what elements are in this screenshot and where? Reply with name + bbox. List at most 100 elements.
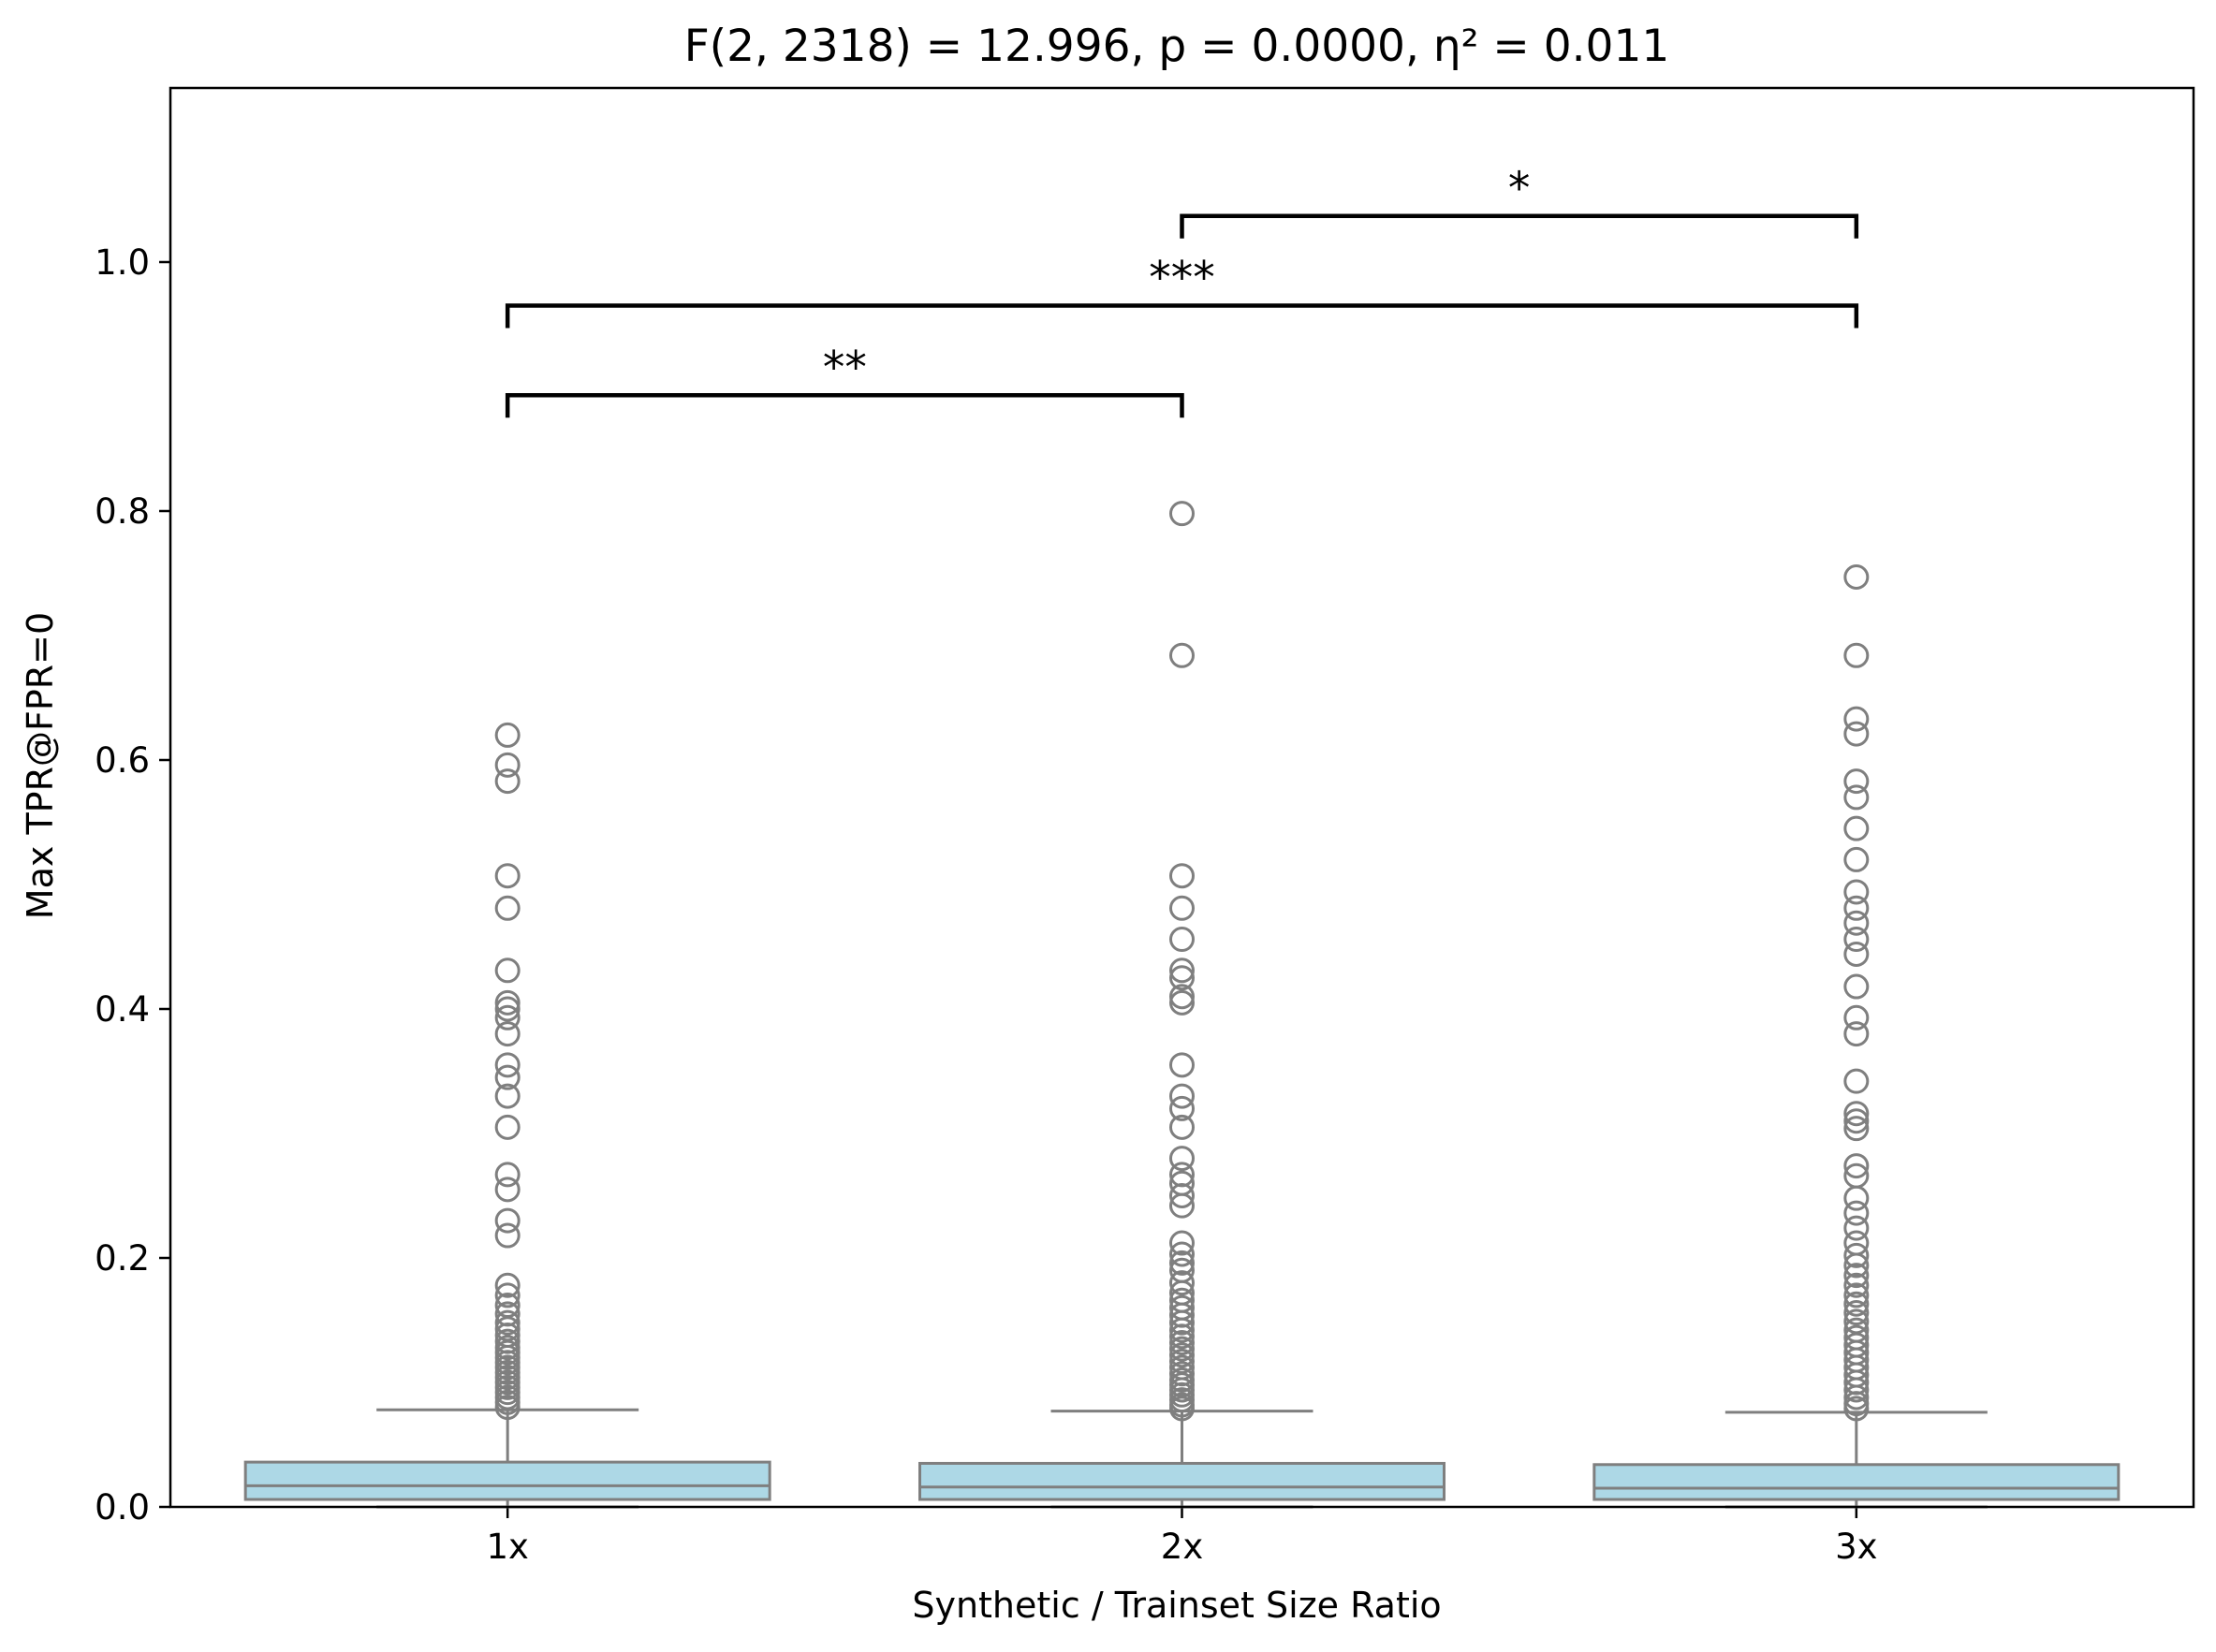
outlier-point	[1843, 815, 1870, 841]
outlier-point	[494, 1064, 521, 1090]
outlier-point	[1169, 501, 1195, 527]
outlier-point	[1169, 1114, 1195, 1140]
outlier-point	[494, 989, 521, 1016]
outlier-point	[1843, 1282, 1870, 1308]
outlier-point	[1169, 1250, 1195, 1276]
box-iqr	[243, 1460, 771, 1501]
outlier-point	[1843, 1384, 1870, 1411]
outlier-point	[1169, 1329, 1195, 1355]
y-axis-label: Max TPR@FPR=0	[20, 612, 61, 919]
outlier-point	[1843, 879, 1870, 905]
plot-area: 0.00.20.40.60.81.01x 2x 3x******	[95, 163, 2121, 1567]
outlier-point	[494, 1083, 521, 1109]
outlier-point	[1169, 1095, 1195, 1121]
y-tick-label: 1.0	[95, 242, 150, 283]
outlier-point	[494, 768, 521, 795]
outlier-point	[494, 1395, 521, 1421]
outlier-point	[1169, 927, 1195, 953]
x-axis-label: Synthetic / Trainset Size Ratio	[912, 1585, 1441, 1626]
x-tick-label: 3x	[1835, 1527, 1877, 1567]
box-iqr	[918, 1461, 1446, 1501]
outlier-point	[1169, 1342, 1195, 1368]
box-iqr	[1592, 1463, 2121, 1501]
outlier-point	[1843, 846, 1870, 872]
outlier-point	[1169, 1317, 1195, 1343]
outlier-point	[1843, 1215, 1870, 1241]
outlier-point	[1843, 1021, 1870, 1047]
y-tick-label: 0.0	[95, 1487, 150, 1528]
significance-bracket	[505, 393, 1184, 418]
x-tick-label: 2x	[1161, 1527, 1203, 1567]
outlier-point	[1843, 1153, 1870, 1179]
outlier-point	[1169, 1241, 1195, 1267]
significance-label: *	[1508, 163, 1531, 214]
outlier-point	[1843, 941, 1870, 967]
outlier-point	[1169, 1146, 1195, 1172]
outlier-point	[1843, 784, 1870, 811]
outlier-point	[494, 722, 521, 748]
outlier-point	[1843, 1291, 1870, 1317]
outlier-point	[1843, 1116, 1870, 1142]
outlier-point	[1169, 989, 1195, 1016]
outlier-point	[1169, 1309, 1195, 1336]
outlier-point	[494, 1222, 521, 1249]
x-tick-label: 1x	[486, 1527, 528, 1567]
y-tick-label: 0.2	[95, 1238, 150, 1279]
outlier-point	[1169, 895, 1195, 921]
chart-title: F(2, 2318) = 12.996, p = 0.0000, η² = 0.…	[684, 21, 1670, 72]
outlier-point	[494, 1162, 521, 1188]
outlier-point	[1169, 984, 1195, 1010]
outlier-point	[1169, 642, 1195, 668]
outlier-point	[494, 1177, 521, 1203]
outlier-point	[1843, 1377, 1870, 1403]
outlier-point	[1169, 1336, 1195, 1362]
outlier-point	[1843, 895, 1870, 921]
outlier-point	[494, 895, 521, 921]
outlier-point	[1843, 1242, 1870, 1268]
outlier-point	[1843, 1252, 1870, 1279]
outlier-point	[1169, 1083, 1195, 1109]
outlier-point	[494, 1207, 521, 1234]
outlier-point	[1843, 1068, 1870, 1094]
outlier-point	[1843, 642, 1870, 668]
outlier-point	[494, 1004, 521, 1031]
outlier-point	[1169, 1323, 1195, 1350]
outlier-point	[494, 1309, 521, 1336]
outlier-point	[1169, 958, 1195, 984]
outlier-point	[494, 996, 521, 1022]
outlier-point	[494, 752, 521, 778]
significance-bracket	[505, 303, 1859, 329]
outlier-point	[1843, 721, 1870, 747]
outlier-point	[1169, 1230, 1195, 1256]
outlier-point	[1843, 1101, 1870, 1127]
outlier-point	[1169, 1183, 1195, 1208]
plot-frame	[169, 86, 2195, 1509]
significance-label: ***	[1149, 253, 1215, 304]
outlier-point	[494, 1272, 521, 1298]
y-tick-label: 0.8	[95, 491, 150, 532]
outlier-point	[1843, 927, 1870, 953]
outlier-point	[1843, 1396, 1870, 1422]
significance-label: **	[823, 342, 867, 393]
outlier-point	[1169, 1270, 1195, 1296]
outlier-point	[1843, 973, 1870, 1000]
outlier-point	[1843, 563, 1870, 590]
y-tick-label: 0.4	[95, 989, 150, 1030]
outlier-point	[1843, 1004, 1870, 1031]
outlier-point	[494, 1052, 521, 1078]
outlier-point	[1843, 1108, 1870, 1134]
outlier-point	[1843, 706, 1870, 732]
outlier-point	[494, 958, 521, 984]
y-tick-label: 0.6	[95, 740, 150, 781]
outlier-point	[494, 1114, 521, 1140]
outlier-point	[1169, 1052, 1195, 1078]
outlier-point	[1169, 965, 1195, 991]
outlier-point	[1843, 1263, 1870, 1289]
outlier-point	[1169, 863, 1195, 889]
outlier-point	[494, 1282, 521, 1308]
outlier-point	[494, 863, 521, 889]
outlier-point	[494, 1021, 521, 1047]
outlier-point	[1169, 1192, 1195, 1219]
outlier-point	[1843, 1272, 1870, 1298]
